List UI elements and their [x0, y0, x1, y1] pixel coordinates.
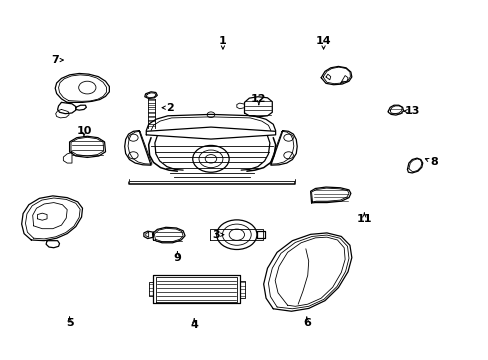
Text: 14: 14 — [315, 36, 331, 46]
Text: 5: 5 — [66, 318, 73, 328]
Text: 11: 11 — [356, 214, 371, 224]
Text: 3: 3 — [211, 230, 219, 240]
Text: 9: 9 — [173, 253, 181, 262]
Text: 10: 10 — [76, 126, 91, 136]
Text: 4: 4 — [190, 320, 198, 330]
Text: 13: 13 — [404, 106, 419, 116]
Text: 1: 1 — [219, 36, 226, 46]
Text: 8: 8 — [429, 157, 437, 167]
Text: 12: 12 — [251, 94, 266, 104]
Text: 6: 6 — [302, 318, 310, 328]
Text: 7: 7 — [51, 55, 59, 65]
Text: 2: 2 — [166, 103, 174, 113]
